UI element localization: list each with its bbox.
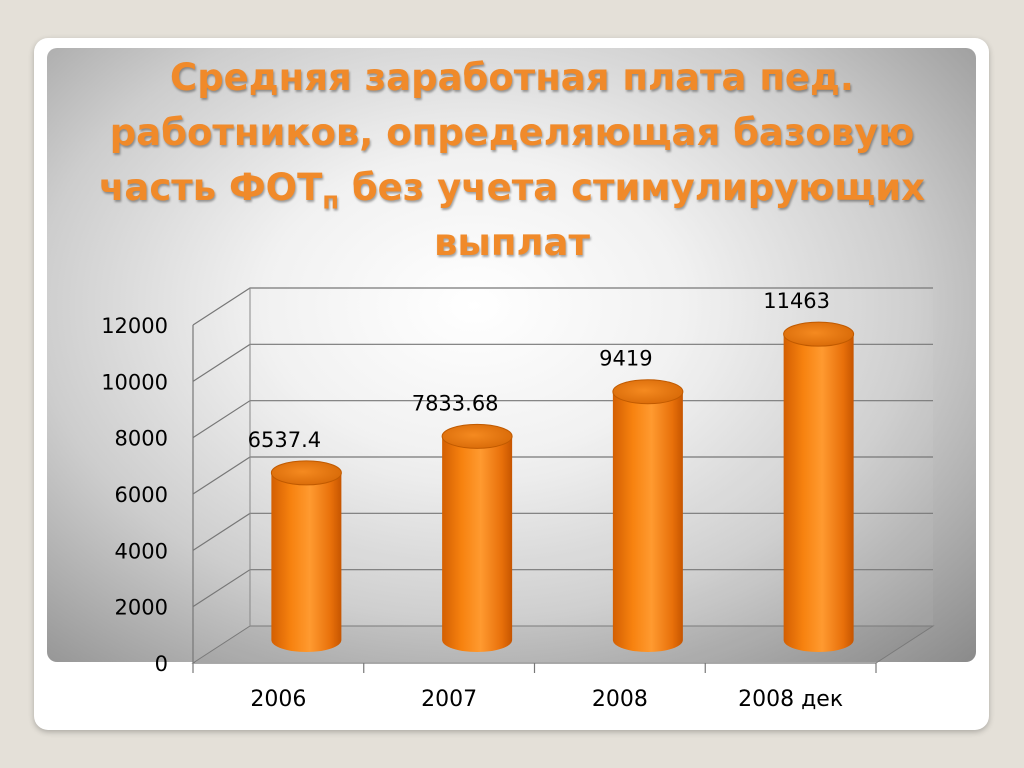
bar-top — [612, 379, 684, 405]
title-rest: без учета стимулирующих выплат — [338, 166, 926, 264]
x-category-label: 2008 — [592, 687, 648, 712]
chart-title: Средняя заработная плата пед. работников… — [60, 50, 964, 270]
y-tick-label: 0 — [155, 652, 168, 676]
bar — [441, 423, 513, 652]
bar — [612, 379, 684, 652]
data-labels: 6537.4 7833.68 9419 11463 — [248, 289, 830, 452]
bars — [270, 321, 855, 652]
x-category-label: 2007 — [421, 687, 477, 712]
bar-body — [271, 472, 342, 652]
x-axis-categories: 2006 2007 2008 2008 дек — [250, 687, 843, 712]
data-label: 6537.4 — [248, 428, 321, 452]
title-subscript: п — [322, 186, 339, 215]
x-category-label: 2006 — [250, 687, 306, 712]
x-category-label: 2008 дек — [738, 687, 843, 712]
data-label: 7833.68 — [412, 391, 499, 415]
y-axis-ticks: 0 2000 4000 6000 8000 10000 12000 — [101, 314, 168, 676]
bar-body — [612, 391, 683, 652]
y-tick-label: 6000 — [115, 483, 168, 507]
y-tick-label: 12000 — [101, 314, 168, 338]
bar — [270, 460, 342, 652]
y-tick-label: 4000 — [115, 539, 168, 563]
bar-body — [783, 334, 854, 652]
bar-top — [270, 460, 342, 486]
data-label: 11463 — [763, 289, 830, 313]
title-main: Средняя заработная плата пед. работников… — [98, 56, 915, 209]
data-label: 9419 — [599, 347, 652, 371]
bar-body — [442, 436, 513, 652]
bar — [783, 321, 855, 652]
axes — [192, 288, 877, 673]
y-tick-label: 10000 — [101, 370, 168, 394]
y-tick-label: 2000 — [115, 596, 168, 620]
bar-top — [441, 423, 513, 449]
y-tick-label: 8000 — [115, 427, 168, 451]
bar-top — [783, 321, 855, 347]
